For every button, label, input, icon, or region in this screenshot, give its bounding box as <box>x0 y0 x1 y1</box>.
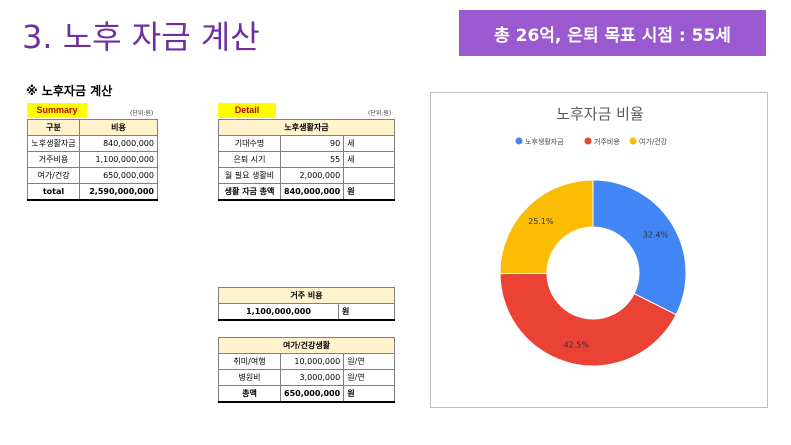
table-row: 월 필요 생활비 2,000,000 <box>218 167 395 184</box>
donut-slice <box>499 179 594 275</box>
summary-row-label: 여가/건강 <box>27 167 80 184</box>
summary-row-label: 노후생활자금 <box>27 135 80 152</box>
summary-row-label: 거주비용 <box>27 151 80 168</box>
leisure-total-label: 총액 <box>218 385 281 403</box>
detail-tag: Detail <box>218 103 276 118</box>
summary-header-row: 구분 비용 <box>27 119 158 136</box>
table-row: 여가/건강 650,000,000 <box>27 167 158 184</box>
detail-row-value: 90 <box>279 135 345 152</box>
table-row: 1,100,000,000 원 <box>218 303 395 321</box>
detail-total-label: 생활 자금 총액 <box>218 183 281 201</box>
housing-table: 거주 비용 1,100,000,000 원 <box>218 287 395 321</box>
slice-label: 42.5% <box>564 341 590 350</box>
legend-label: 노후생활자금 <box>525 137 564 146</box>
legend-swatch <box>629 137 637 145</box>
leisure-row-unit: 원/연 <box>343 369 395 386</box>
detail-total-unit: 원 <box>343 183 395 201</box>
detail-row-value: 55 <box>279 151 345 168</box>
housing-unit: 원 <box>338 303 395 321</box>
detail-row-label: 은퇴 시기 <box>218 151 281 168</box>
slice-label: 25.1% <box>528 217 554 226</box>
summary-table: 구분 비용 노후생활자금 840,000,000 거주비용 1,100,000,… <box>27 119 158 201</box>
summary-row-value: 650,000,000 <box>79 167 158 184</box>
leisure-header-row: 여가/건강생활 <box>218 337 395 354</box>
leisure-row-unit: 원/연 <box>343 353 395 370</box>
table-row: 노후생활자금 840,000,000 <box>27 135 158 152</box>
detail-total-value: 840,000,000 <box>279 183 345 201</box>
table-row: 기대수명 90 세 <box>218 135 395 152</box>
table-row: 총액 650,000,000 원 <box>218 385 395 403</box>
leisure-row-value: 10,000,000 <box>279 353 345 370</box>
housing-header: 거주 비용 <box>218 287 395 304</box>
table-row: 은퇴 시기 55 세 <box>218 151 395 168</box>
table-row: 병원비 3,000,000 원/연 <box>218 369 395 386</box>
detail-row-unit: 세 <box>343 151 395 168</box>
summary-total-value: 2,590,000,000 <box>79 183 158 201</box>
summary-row-value: 1,100,000,000 <box>79 151 158 168</box>
slice-label: 32.4% <box>643 230 669 239</box>
leisure-total-unit: 원 <box>343 385 395 403</box>
summary-unit: (단위:원) <box>130 110 154 117</box>
leisure-header: 여가/건강생활 <box>218 337 395 354</box>
summary-tag: Summary <box>27 103 87 118</box>
detail-header-row: 노후생활자금 <box>218 119 395 136</box>
detail-table: 노후생활자금 기대수명 90 세 은퇴 시기 55 세 월 필요 생활비 2,0… <box>218 119 395 201</box>
summary-banner: 총 26억, 은퇴 목표 시점 : 55세 <box>459 10 766 56</box>
slide-title: 3. 노후 자금 계산 <box>22 18 260 56</box>
leisure-total-value: 650,000,000 <box>279 385 345 403</box>
detail-unit: (단위:원) <box>368 110 392 117</box>
summary-total-label: total <box>27 183 80 201</box>
legend-swatch <box>515 137 523 145</box>
detail-row-value: 2,000,000 <box>279 167 345 184</box>
table-row: 생활 자금 총액 840,000,000 원 <box>218 183 395 201</box>
leisure-row-label: 병원비 <box>218 369 281 386</box>
legend-label: 여가/건강 <box>639 137 668 146</box>
section-heading: ※ 노후자금 계산 <box>26 84 113 98</box>
leisure-row-label: 취미/여행 <box>218 353 281 370</box>
detail-row-unit <box>343 167 395 184</box>
detail-row-label: 월 필요 생활비 <box>218 167 281 184</box>
table-row: 거주비용 1,100,000,000 <box>27 151 158 168</box>
detail-row-label: 기대수명 <box>218 135 281 152</box>
detail-row-unit: 세 <box>343 135 395 152</box>
leisure-table: 여가/건강생활 취미/여행 10,000,000 원/연 병원비 3,000,0… <box>218 337 395 403</box>
legend-label: 거주비용 <box>594 137 620 146</box>
donut-slice <box>499 272 677 367</box>
housing-header-row: 거주 비용 <box>218 287 395 304</box>
summary-row-value: 840,000,000 <box>79 135 158 152</box>
table-row: total 2,590,000,000 <box>27 183 158 201</box>
table-row: 취미/여행 10,000,000 원/연 <box>218 353 395 370</box>
donut-slice <box>592 179 687 316</box>
summary-col-category: 구분 <box>27 119 80 136</box>
legend-swatch <box>584 137 592 145</box>
detail-header: 노후생활자금 <box>218 119 395 136</box>
summary-col-cost: 비용 <box>79 119 158 136</box>
chart-title: 노후자금 비율 <box>556 105 644 123</box>
housing-value: 1,100,000,000 <box>218 303 339 321</box>
leisure-row-value: 3,000,000 <box>279 369 345 386</box>
